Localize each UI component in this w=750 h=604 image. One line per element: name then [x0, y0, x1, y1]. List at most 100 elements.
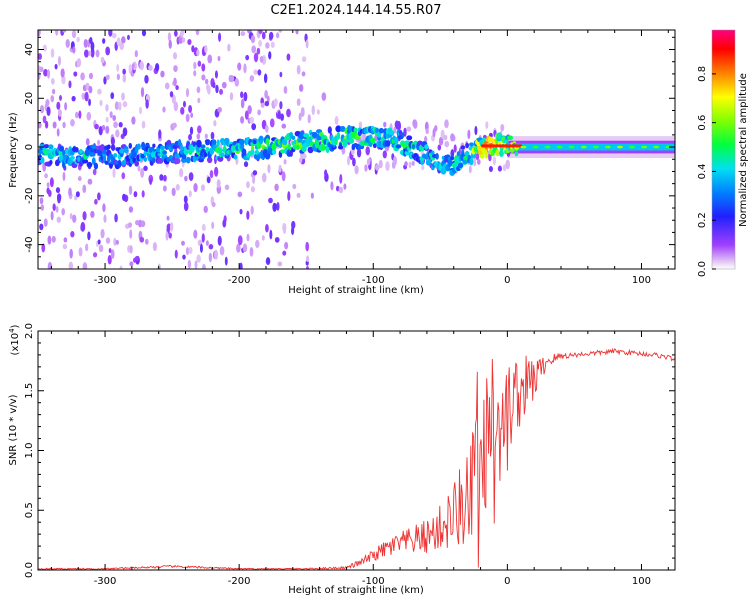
- snr-y-tick-label: 1.5: [24, 383, 35, 399]
- spectrogram-cell: [277, 261, 283, 267]
- spectrogram-cell: [81, 92, 86, 100]
- spectrogram-cell: [211, 221, 215, 230]
- spectrogram-ridge-cell: [174, 158, 181, 165]
- spectrogram-cell: [163, 185, 167, 192]
- spectrogram-cell: [306, 265, 309, 269]
- spectrogram-cell: [141, 30, 147, 37]
- spectrogram-ridge-cell: [79, 148, 83, 154]
- spectrogram-ridge-cell: [74, 147, 79, 152]
- spectrogram-ridge-cell: [113, 153, 118, 158]
- spectrogram-cell: [444, 119, 449, 129]
- spectrogram-ridge-cell: [291, 135, 296, 140]
- spectrogram-cell: [249, 75, 255, 82]
- spectrogram-cell: [188, 172, 194, 181]
- spectrogram-cell: [98, 244, 104, 253]
- spectrogram-ridge-cell: [93, 162, 99, 170]
- spectrogram-cell: [146, 22, 151, 29]
- spectrogram-cell: [116, 73, 121, 81]
- spectrogram-cell: [251, 123, 257, 131]
- spectrogram-cell: [97, 192, 101, 201]
- spectrogram-ridge-cell: [143, 156, 148, 162]
- spectrogram-cell: [159, 174, 164, 181]
- spectrogram-ridge-cell: [447, 159, 453, 167]
- spectrogram-ridge-cell: [348, 138, 355, 144]
- spectrogram-hot-cell: [497, 144, 503, 148]
- spectrogram-cell: [169, 91, 174, 98]
- spectrogram-ridge-cell: [143, 150, 148, 157]
- spectrogram-ridge-cell: [48, 144, 54, 150]
- spectrogram-cell: [71, 30, 77, 39]
- spectrogram-cell: [105, 237, 111, 244]
- spectrogram-cell: [55, 205, 59, 213]
- spectrogram-cell: [62, 30, 67, 33]
- spectrogram-cell: [208, 244, 214, 250]
- spectrogram-ridge-cell: [487, 136, 494, 143]
- spectrogram-ridge-cell: [369, 137, 376, 144]
- spectrogram-cell: [110, 249, 115, 259]
- spectrogram-ridge-cell: [59, 145, 65, 152]
- spectrogram-cell: [280, 113, 285, 121]
- spectrogram-ridge-cell: [385, 140, 391, 147]
- spectrogram-cell: [258, 40, 263, 47]
- spectrogram-cell: [185, 247, 190, 256]
- spectrogram-cell: [77, 176, 82, 182]
- spectrogram-ridge-cell: [469, 157, 474, 166]
- spectrogram-cell: [263, 73, 268, 84]
- spectrogram-cell: [54, 63, 58, 70]
- spectrogram-cell: [302, 153, 307, 159]
- spectrogram-cell: [115, 239, 119, 245]
- spectrogram-cell: [94, 123, 99, 130]
- spectrogram-ridge-cell: [252, 139, 257, 145]
- spectrogram-cell: [38, 53, 43, 60]
- spectrogram-cell: [122, 193, 127, 202]
- spectrogram-cell: [244, 110, 249, 120]
- spectrogram-cell: [296, 64, 301, 75]
- spectrogram-cell: [119, 42, 125, 51]
- spectrogram-cell: [167, 32, 172, 42]
- spectrogram-cell: [257, 109, 261, 116]
- spectrogram-cell: [105, 116, 109, 123]
- spectrogram-cell: [488, 153, 492, 162]
- spectrogram-ridge-cell: [484, 151, 489, 159]
- spectrogram-cell: [129, 245, 133, 254]
- spectrogram-ridge-cell: [196, 139, 202, 148]
- spectrogram-cell: [61, 75, 66, 85]
- spectrogram-ridge-cell: [134, 160, 140, 167]
- spectrogram-cell: [62, 171, 66, 181]
- spectrogram-y-label: Frequency (Hz): [8, 112, 19, 188]
- spectrogram-y-tick-label: -20: [24, 188, 35, 204]
- spectrogram-ridge-cell: [372, 143, 377, 148]
- spectrogram-ridge-cell: [209, 147, 215, 155]
- snr-y-tick-label: 0.5: [24, 502, 35, 518]
- spectrogram-cell: [68, 187, 72, 197]
- spectrogram-cell: [343, 183, 347, 190]
- spectrogram-ridge-cell: [271, 148, 277, 155]
- spectrogram-cell: [256, 47, 261, 55]
- spectrogram-cell: [76, 58, 82, 68]
- spectrogram-cell: [162, 106, 166, 113]
- spectrogram-cell: [277, 110, 281, 120]
- spectrogram-ridge-cell: [128, 142, 132, 149]
- spectrogram-cell: [98, 125, 103, 136]
- spectrogram-cell: [450, 149, 455, 158]
- spectrogram-cell: [411, 160, 415, 166]
- spectrogram-cell: [188, 190, 192, 198]
- spectrogram-cell: [85, 243, 89, 252]
- spectrogram-cell: [61, 208, 66, 216]
- spectrogram-cell: [111, 32, 117, 39]
- spectrogram-cell: [265, 124, 269, 133]
- spectrogram-cell: [105, 125, 110, 134]
- spectrogram-cell: [438, 136, 444, 146]
- spectrogram-cell: [84, 91, 89, 102]
- spectrogram-cell: [122, 101, 128, 108]
- spectrogram-ridge-cell: [479, 153, 485, 159]
- spectrogram-cell: [237, 62, 242, 71]
- spectrogram-cell: [249, 116, 255, 124]
- spectrogram-cell: [245, 54, 250, 61]
- spectrogram-cell: [444, 140, 450, 148]
- spectrogram-band-cell: [568, 145, 575, 149]
- spectrogram-cell: [246, 181, 250, 189]
- spectrogram-ridge-cell: [327, 126, 332, 134]
- spectrogram-cell: [207, 85, 211, 95]
- colorbar-tick-label: 0.8: [697, 66, 708, 82]
